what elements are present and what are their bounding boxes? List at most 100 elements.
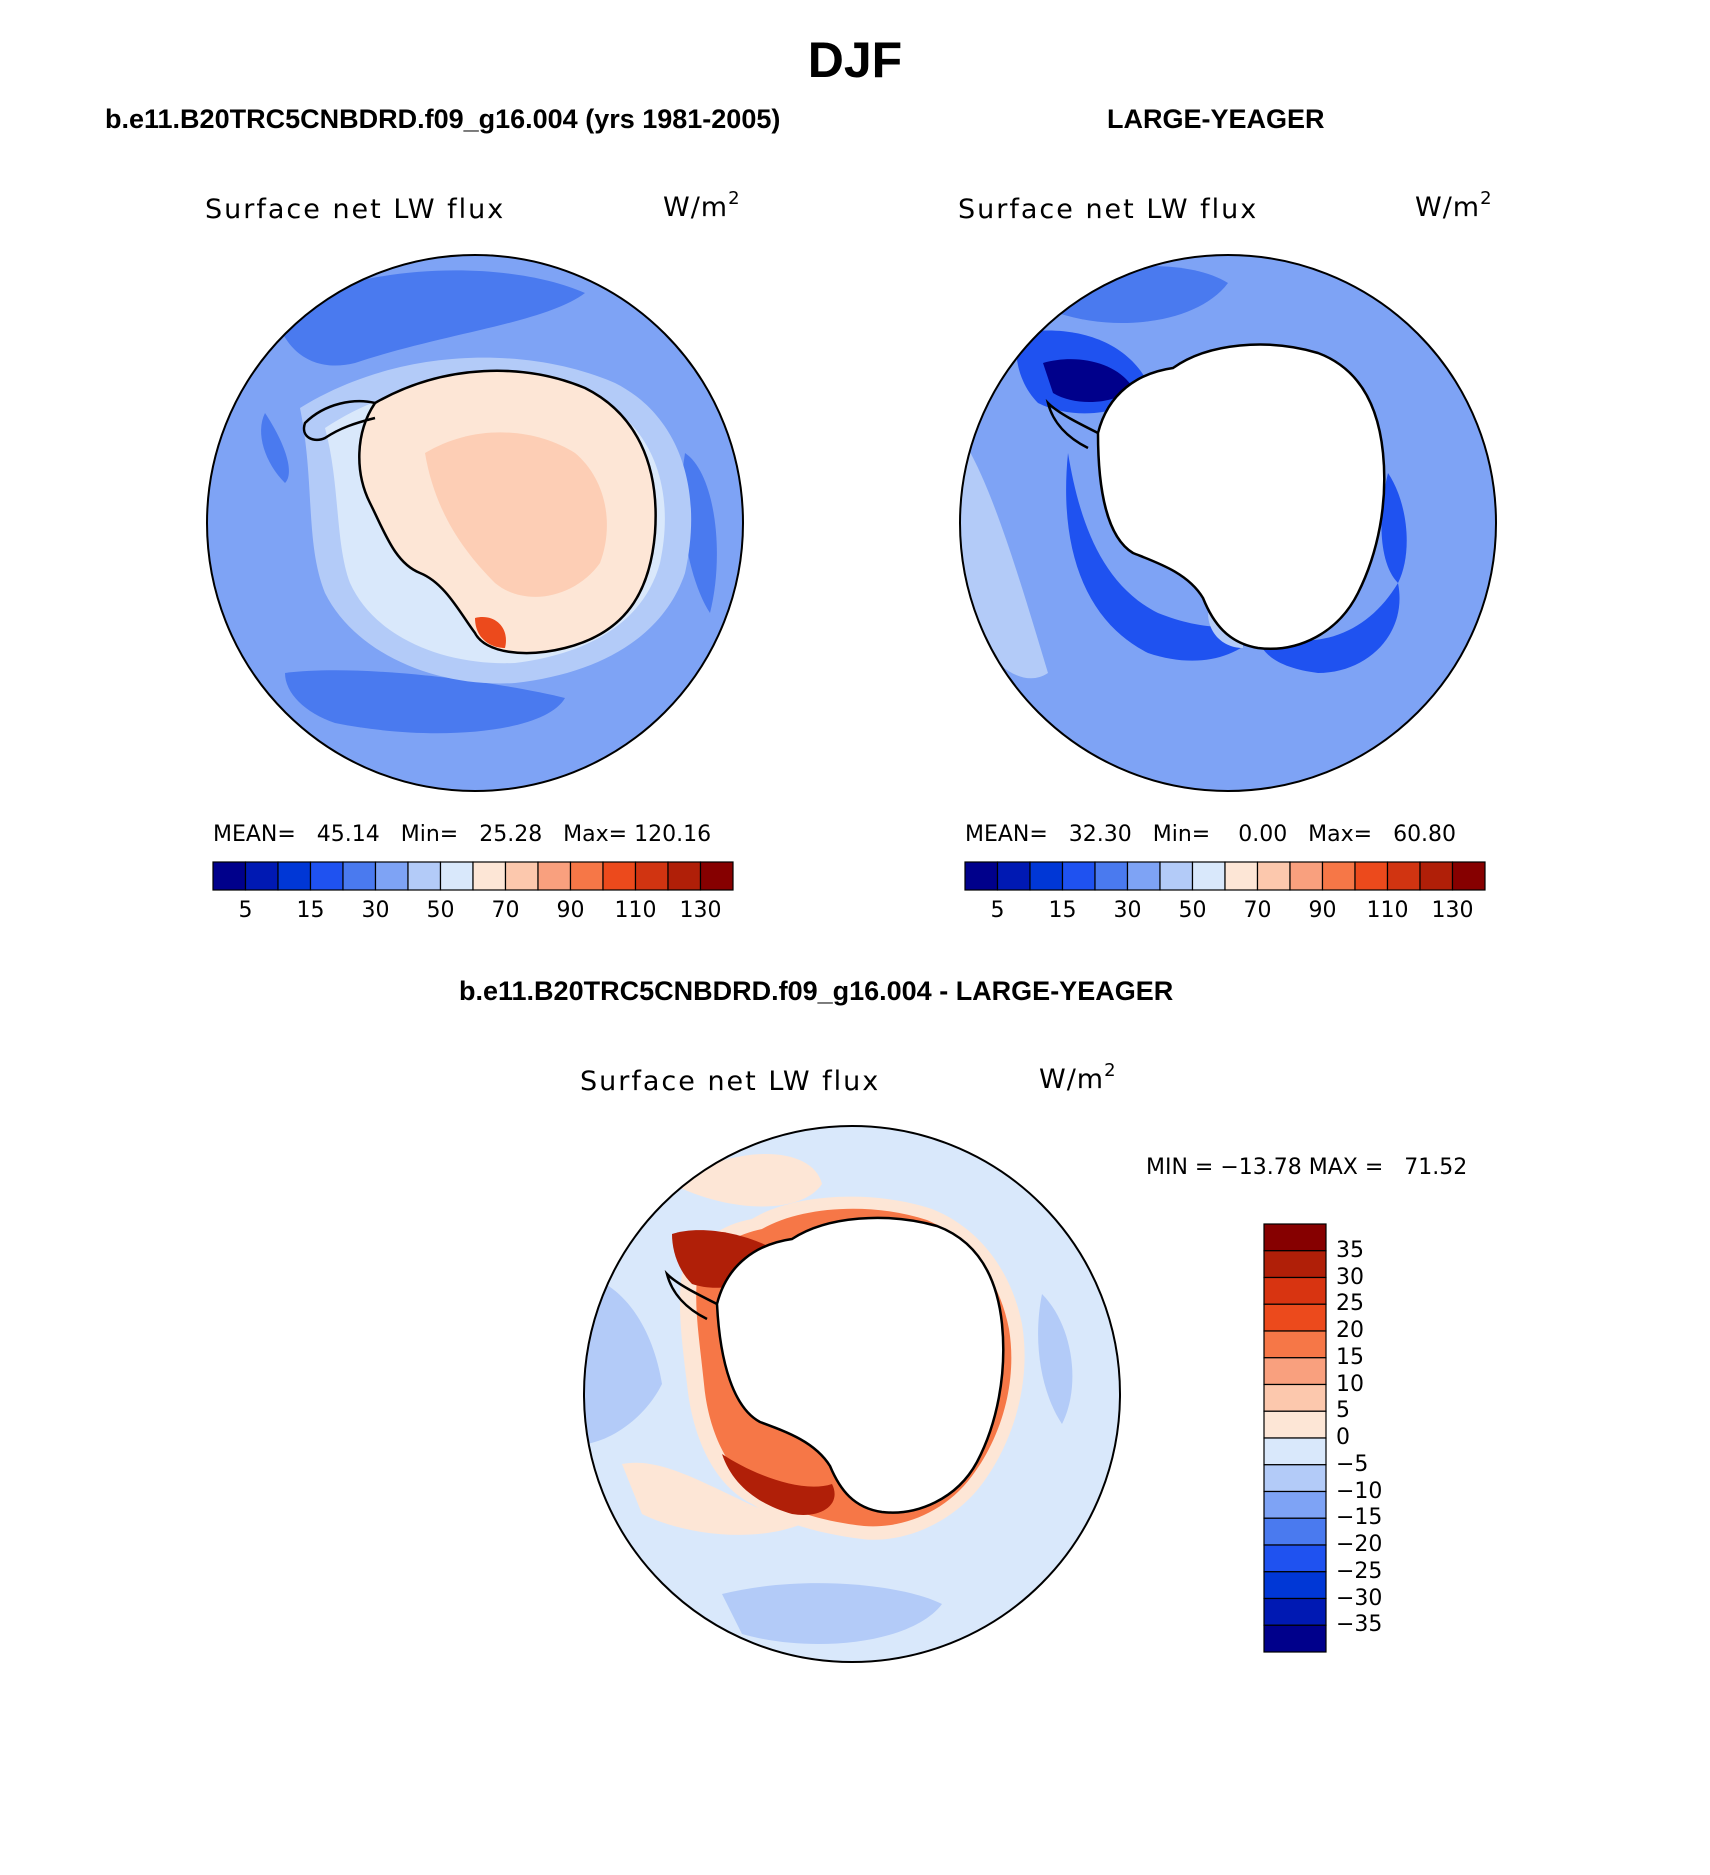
panel-1-map [206,254,744,792]
difference-colorbar-box-13 [1263,1571,1327,1600]
difference-colorbar-tick-label: −10 [1336,1478,1383,1504]
panel-1-colorbar-tick-label: 5 [238,898,253,923]
panel-2-units: W/m2 [1415,188,1493,223]
panel-2-colorbar-box-11 [1321,861,1356,891]
panel-2-colorbar-box-8 [1224,861,1259,891]
difference-colorbar-tick-label: −20 [1336,1532,1383,1557]
panel-2-colorbar-box-4 [1094,861,1129,891]
panel-1-dark-band-north [275,270,585,366]
difference-colorbar-box-3 [1263,1303,1327,1332]
difference-colorbar-tick-label: 5 [1336,1398,1350,1424]
panel-2-light-west [960,433,1048,679]
panel-2-peninsula [1045,398,1099,450]
panel-1-dark-band-south [285,670,565,734]
difference-peninsula [664,1269,718,1321]
difference-colorbar-box-7 [1263,1410,1327,1439]
panel-2-colorbar-box-12 [1354,861,1389,891]
panel-2-colorbar-box-0 [964,861,999,891]
panel-2-colorbar-tick-label: 70 [1243,898,1272,923]
difference-colorbar-tick-label: −5 [1336,1451,1369,1477]
panel-2-colorbar-box-13 [1386,861,1421,891]
difference-colorbar [1263,1223,1327,1653]
figure-title: DJF [807,32,903,88]
panel-1-colorbar-box-7 [439,861,474,891]
difference-colorbar-box-12 [1263,1544,1327,1573]
difference-colorbar-box-5 [1263,1357,1327,1386]
panel-1-stats: MEAN= 45.14 Min= 25.28 Max= 120.16 [213,822,712,847]
panel-1-peninsula [302,399,376,442]
panel-2-title: LARGE-YEAGER [1107,104,1325,134]
panel-2-blue-ring-east [1381,473,1407,583]
panel-1-colorbar-tick-label: 30 [361,898,390,923]
difference-title: b.e11.B20TRC5CNBDRD.f09_g16.004 - LARGE-… [459,976,1174,1006]
panel-2-map-border [959,254,1497,792]
panel-1-colorbar-box-11 [569,861,604,891]
panel-2-colorbar-box-5 [1126,861,1161,891]
panel-1-colorbar-labels: 5 15 30 50 70 90 110 130 [213,898,733,928]
panel-2-colorbar-tick-label: 30 [1113,898,1142,923]
difference-colorbar-tick-label: −35 [1336,1612,1383,1638]
panel-1-field-label: Surface net LW flux [205,194,506,225]
panel-2-colorbar-box-2 [1029,861,1064,891]
panel-2-blue-ring-south [1258,583,1400,673]
difference-colorbar-box-1 [1263,1250,1327,1279]
panel-2-blue-ring-west [1066,453,1278,661]
difference-map-border [583,1125,1121,1663]
panel-1-colorbar-box-3 [309,861,344,891]
difference-map [583,1125,1121,1663]
panel-2-colorbar-tick-label: 15 [1048,898,1077,923]
difference-colorbar-box-6 [1263,1383,1327,1412]
panel-2-colorbar-box-9 [1256,861,1291,891]
panel-2-colorbar-labels: 5 15 30 50 70 90 110 130 [965,898,1485,928]
panel-1-colorbar-box-4 [342,861,377,891]
difference-positive-ross [722,1454,835,1515]
difference-colorbar-tick-label: 30 [1336,1264,1364,1290]
panel-2-colorbar-box-6 [1159,861,1194,891]
difference-colorbar-tick-label: 10 [1336,1371,1364,1397]
difference-colorbar-box-4 [1263,1330,1327,1359]
panel-2-coastline [1096,343,1386,650]
difference-colorbar-tick-label: 35 [1336,1237,1364,1263]
difference-colorbar-box-8 [1263,1437,1327,1466]
panel-1-colorbar-box-12 [602,861,637,891]
panel-2-colorbar-tick-label: 110 [1366,898,1409,923]
panel-1-dark-patch-west [261,413,289,483]
panel-1-colorbar-box-6 [407,861,442,891]
difference-colorbar-tick-label: −25 [1336,1558,1383,1584]
difference-colorbar-box-0 [1263,1223,1327,1252]
panel-1-colorbar-tick-label: 90 [556,898,585,923]
panel-2-colorbar-box-15 [1451,861,1486,891]
difference-colorbar-box-2 [1263,1276,1327,1305]
panel-1-units: W/m2 [663,188,741,223]
difference-positive-southwest [622,1462,802,1535]
difference-colorbar-tick-label: 0 [1336,1425,1350,1450]
panel-2-colorbar [964,861,1486,891]
difference-colorbar-box-14 [1263,1597,1327,1626]
panel-2-stats: MEAN= 32.30 Min= 0.00 Max= 60.80 [965,822,1457,847]
difference-field-label: Surface net LW flux [580,1066,881,1097]
panel-1-colorbar-tick-label: 110 [614,898,657,923]
panel-1-colorbar-tick-label: 130 [679,898,722,923]
difference-missing-continent [717,1217,1004,1513]
panel-1-colorbar-box-5 [374,861,409,891]
difference-stats: MIN = −13.78 MAX = 71.52 [1146,1155,1468,1180]
panel-2-colorbar-tick-label: 90 [1308,898,1337,923]
difference-coastline [715,1216,1005,1514]
panel-1-colorbar-box-8 [472,861,507,891]
panel-2-colorbar-box-14 [1419,861,1454,891]
difference-colorbar-labels: 35 30 25 20 15 10 5 0 −5 −10 −15 −20 −25 −30 −35 [1336,1224,1456,1652]
difference-colorbar-tick-label: 15 [1336,1344,1364,1370]
difference-colorbar-tick-label: 20 [1336,1318,1364,1343]
panel-2-map [959,254,1497,792]
panel-2-colorbar-tick-label: 5 [990,898,1005,923]
panel-2-colorbar-box-3 [1061,861,1096,891]
panel-1-coastline [358,369,657,655]
panel-2-colorbar-box-10 [1289,861,1324,891]
panel-1-colorbar-box-13 [634,861,669,891]
difference-negative-east [1038,1294,1073,1424]
panel-1-colorbar-box-0 [212,861,247,891]
panel-2-colorbar-tick-label: 130 [1431,898,1474,923]
panel-1-interior-warm [425,432,607,597]
difference-colorbar-tick-label: −15 [1336,1505,1383,1531]
panel-1-colorbar-box-10 [537,861,572,891]
